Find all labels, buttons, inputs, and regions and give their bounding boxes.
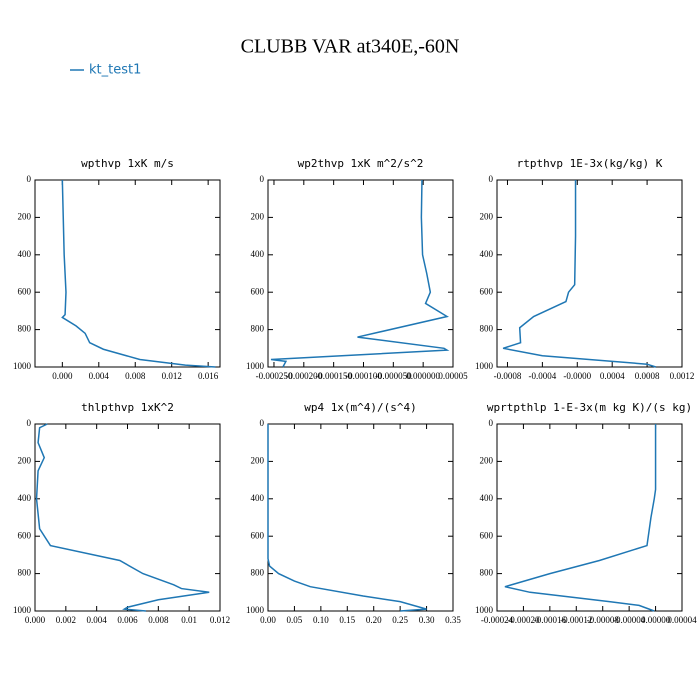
y-tick-label: 1000 [13,605,32,615]
x-tick-label: 0.000000 [406,371,440,381]
y-tick-label: 400 [251,249,265,259]
x-tick-label: -0.000100 [345,371,382,381]
x-tick-label: 0.10 [313,615,329,625]
profile-line [61,179,216,368]
x-tick-label: 0.016 [198,371,219,381]
y-tick-label: 1000 [475,605,494,615]
profile-line [267,424,427,612]
y-tick-label: 400 [18,249,32,259]
y-tick-label: 200 [251,455,265,465]
y-tick-label: 200 [480,455,494,465]
y-tick-label: 200 [251,211,265,221]
figure-title: CLUBB VAR at340E,-60N [241,36,460,58]
legend-label: kt_test1 [89,63,141,78]
y-tick-label: 0 [260,174,265,184]
plot-frame [496,179,683,368]
y-tick-label: 800 [480,324,494,334]
x-tick-label: -0.000250 [256,371,293,381]
y-tick-label: 0 [489,174,494,184]
y-tick-label: 400 [480,249,494,259]
x-tick-label: 0.004 [89,371,110,381]
plot-frame [34,179,221,368]
y-tick-label: 0 [489,418,494,428]
x-tick-label: 0.000 [52,371,73,381]
y-tick-label: 200 [18,211,32,221]
y-tick-label: 400 [480,493,494,503]
profile-line [502,180,657,368]
x-tick-label: 0.00 [260,615,276,625]
x-tick-label: 0.25 [392,615,408,625]
plot-frame [267,179,454,368]
y-tick-label: 200 [18,455,32,465]
y-tick-label: 600 [18,286,32,296]
y-tick-label: 200 [480,211,494,221]
x-tick-label: 0.15 [339,615,355,625]
y-tick-label: 0 [27,174,32,184]
x-tick-label: 0.00005 [438,371,468,381]
x-tick-label: -0.0008 [494,371,522,381]
x-tick-label: 0.05 [287,615,303,625]
y-tick-label: 800 [18,568,32,578]
x-tick-label: 0.00004 [667,615,697,625]
plot-frame [496,423,683,612]
x-tick-label: -0.000050 [375,371,412,381]
panel-title: wp2thvp 1xK m^2/s^2 [298,157,424,170]
x-tick-label: 0.008 [148,615,169,625]
x-tick-label: 0.004 [87,615,108,625]
y-tick-label: 400 [251,493,265,503]
x-tick-label: 0.01 [181,615,197,625]
x-tick-label: 0.0008 [635,371,660,381]
x-tick-label: -0.00020 [507,615,540,625]
y-tick-label: 800 [251,568,265,578]
y-tick-label: 1000 [13,361,32,371]
y-tick-label: 600 [18,530,32,540]
y-tick-label: 0 [260,418,265,428]
y-tick-label: 400 [18,493,32,503]
y-tick-label: 1000 [246,361,265,371]
y-tick-label: 0 [27,418,32,428]
profile-line [270,179,450,368]
y-tick-label: 600 [480,530,494,540]
y-tick-label: 1000 [475,361,494,371]
x-tick-label: 0.000 [25,615,46,625]
x-tick-label: 0.012 [162,371,182,381]
panel-title: wprtpthlp 1-E-3x(m kg K)/(s kg) [487,401,692,414]
x-tick-label: -0.00008 [587,615,620,625]
panel-title: wpthvp 1xK m/s [81,157,174,170]
x-tick-label: 0.0012 [670,371,695,381]
x-tick-label: -0.00004 [613,615,646,625]
x-tick-label: 0.008 [125,371,146,381]
y-tick-label: 600 [480,286,494,296]
x-tick-label: 0.002 [56,615,76,625]
x-tick-label: 0.006 [117,615,138,625]
profile-line [35,423,210,612]
x-tick-label: 0.35 [445,615,461,625]
y-tick-label: 1000 [246,605,265,615]
x-tick-label: -0.000150 [315,371,352,381]
x-tick-label: 0.20 [366,615,382,625]
x-tick-label: -0.00012 [560,615,592,625]
x-tick-label: -0.0004 [529,371,557,381]
profile-line [504,424,657,612]
y-tick-label: 800 [18,324,32,334]
panel-title: wp4 1x(m^4)/(s^4) [304,401,417,414]
x-tick-label: -0.0000 [563,371,591,381]
x-tick-label: -0.000200 [285,371,322,381]
x-tick-label: 0.00000 [641,615,671,625]
x-tick-label: 0.012 [210,615,230,625]
panel-title: rtpthvp 1E-3x(kg/kg) K [517,157,663,170]
x-tick-label: 0.0004 [600,371,625,381]
y-tick-label: 800 [251,324,265,334]
x-tick-label: -0.00024 [481,615,514,625]
x-tick-label: 0.30 [419,615,435,625]
y-tick-label: 600 [251,530,265,540]
y-tick-label: 800 [480,568,494,578]
y-tick-label: 600 [251,286,265,296]
panel-title: thlpthvp 1xK^2 [81,401,174,414]
x-tick-label: -0.00016 [534,615,567,625]
